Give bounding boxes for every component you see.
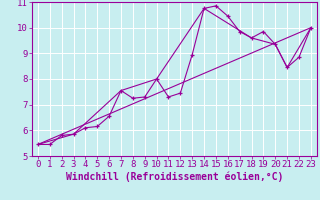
X-axis label: Windchill (Refroidissement éolien,°C): Windchill (Refroidissement éolien,°C) bbox=[66, 172, 283, 182]
